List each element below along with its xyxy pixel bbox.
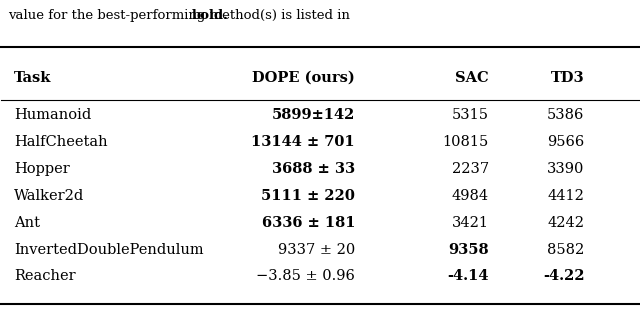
Text: 5315: 5315 [452,108,489,122]
Text: 4984: 4984 [452,189,489,203]
Text: 10815: 10815 [443,135,489,149]
Text: 9566: 9566 [547,135,584,149]
Text: HalfCheetah: HalfCheetah [14,135,108,149]
Text: Ant: Ant [14,216,40,230]
Text: 5386: 5386 [547,108,584,122]
Text: 13144 ± 701: 13144 ± 701 [252,135,355,149]
Text: 8582: 8582 [547,243,584,257]
Text: 4412: 4412 [548,189,584,203]
Text: SAC: SAC [455,71,489,85]
Text: Hopper: Hopper [14,162,70,176]
Text: -4.14: -4.14 [447,269,489,284]
Text: value for the best-performing method(s) is listed in: value for the best-performing method(s) … [8,9,354,22]
Text: 3421: 3421 [452,216,489,230]
Text: bold.: bold. [192,9,228,22]
Text: InvertedDoublePendulum: InvertedDoublePendulum [14,243,204,257]
Text: 2237: 2237 [452,162,489,176]
Text: 9358: 9358 [448,243,489,257]
Text: TD3: TD3 [551,71,584,85]
Text: Task: Task [14,71,51,85]
Text: DOPE (ours): DOPE (ours) [252,71,355,85]
Text: 3688 ± 33: 3688 ± 33 [272,162,355,176]
Text: Walker2d: Walker2d [14,189,84,203]
Text: 3390: 3390 [547,162,584,176]
Text: 6336 ± 181: 6336 ± 181 [262,216,355,230]
Text: 9337 ± 20: 9337 ± 20 [278,243,355,257]
Text: 5111 ± 220: 5111 ± 220 [261,189,355,203]
Text: -4.22: -4.22 [543,269,584,284]
Text: 4242: 4242 [547,216,584,230]
Text: 5899±142: 5899±142 [271,108,355,122]
Text: Reacher: Reacher [14,269,76,284]
Text: −3.85 ± 0.96: −3.85 ± 0.96 [256,269,355,284]
Text: Humanoid: Humanoid [14,108,92,122]
